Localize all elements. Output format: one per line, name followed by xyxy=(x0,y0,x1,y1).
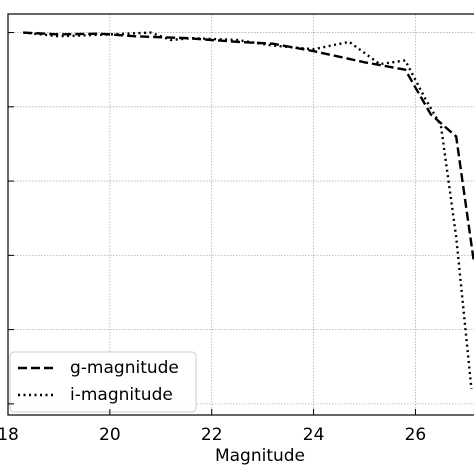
legend-label: g-magnitude xyxy=(70,358,179,378)
x-axis-label: Magnitude xyxy=(215,446,305,466)
legend-box xyxy=(9,351,197,413)
x-tick-label: 22 xyxy=(201,425,223,445)
x-tick-label: 18 xyxy=(0,425,19,445)
grid-layer xyxy=(7,14,474,415)
x-tick-label: 24 xyxy=(303,425,325,445)
x-tick-label: 26 xyxy=(405,425,427,445)
legend: g-magnitude i-magnitude xyxy=(9,351,197,413)
line-layer xyxy=(23,31,474,390)
x-tick-label: 20 xyxy=(99,425,121,445)
line xyxy=(23,31,474,263)
plot-frame xyxy=(7,13,474,416)
legend-label: i-magnitude xyxy=(70,385,173,405)
line xyxy=(23,31,473,390)
